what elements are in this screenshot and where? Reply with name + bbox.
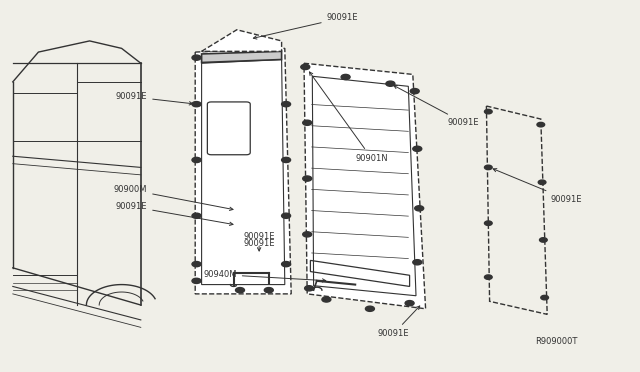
Circle shape — [365, 306, 374, 311]
Circle shape — [192, 278, 201, 283]
Text: 90091E: 90091E — [253, 13, 358, 39]
Circle shape — [410, 89, 419, 94]
Text: 90091E: 90091E — [116, 202, 233, 225]
Text: 90091E: 90091E — [394, 86, 479, 127]
Circle shape — [282, 157, 291, 163]
Circle shape — [192, 102, 201, 107]
Circle shape — [484, 221, 492, 225]
Text: 90900M: 90900M — [114, 185, 233, 211]
Text: 90901N: 90901N — [310, 72, 388, 163]
Text: 90091E: 90091E — [378, 306, 420, 338]
Circle shape — [341, 74, 350, 80]
Text: 90091E: 90091E — [243, 232, 275, 251]
Polygon shape — [202, 30, 282, 51]
Text: 90091E: 90091E — [116, 92, 193, 105]
Circle shape — [303, 232, 312, 237]
Circle shape — [415, 206, 424, 211]
Circle shape — [236, 288, 244, 293]
Polygon shape — [304, 63, 426, 309]
Text: 90940M: 90940M — [204, 270, 326, 282]
Circle shape — [484, 109, 492, 114]
Circle shape — [413, 260, 422, 265]
Circle shape — [192, 157, 201, 163]
Circle shape — [537, 122, 545, 127]
Circle shape — [538, 180, 546, 185]
Circle shape — [282, 213, 291, 218]
Circle shape — [192, 262, 201, 267]
Circle shape — [386, 81, 395, 86]
Circle shape — [303, 120, 312, 125]
Polygon shape — [202, 51, 282, 62]
Polygon shape — [195, 48, 291, 294]
Circle shape — [405, 301, 414, 306]
Circle shape — [282, 262, 291, 267]
Circle shape — [264, 288, 273, 293]
FancyBboxPatch shape — [207, 102, 250, 155]
Circle shape — [322, 297, 331, 302]
Circle shape — [484, 165, 492, 170]
Circle shape — [303, 176, 312, 181]
Circle shape — [413, 146, 422, 151]
Text: 90091E: 90091E — [243, 239, 275, 248]
Text: 90091E: 90091E — [493, 169, 582, 203]
Circle shape — [192, 55, 201, 60]
Circle shape — [541, 295, 548, 300]
Text: R909000T: R909000T — [536, 337, 578, 346]
Circle shape — [192, 213, 201, 218]
Circle shape — [540, 238, 547, 242]
Circle shape — [282, 102, 291, 107]
Circle shape — [305, 286, 314, 291]
Circle shape — [484, 275, 492, 279]
Circle shape — [301, 64, 310, 70]
